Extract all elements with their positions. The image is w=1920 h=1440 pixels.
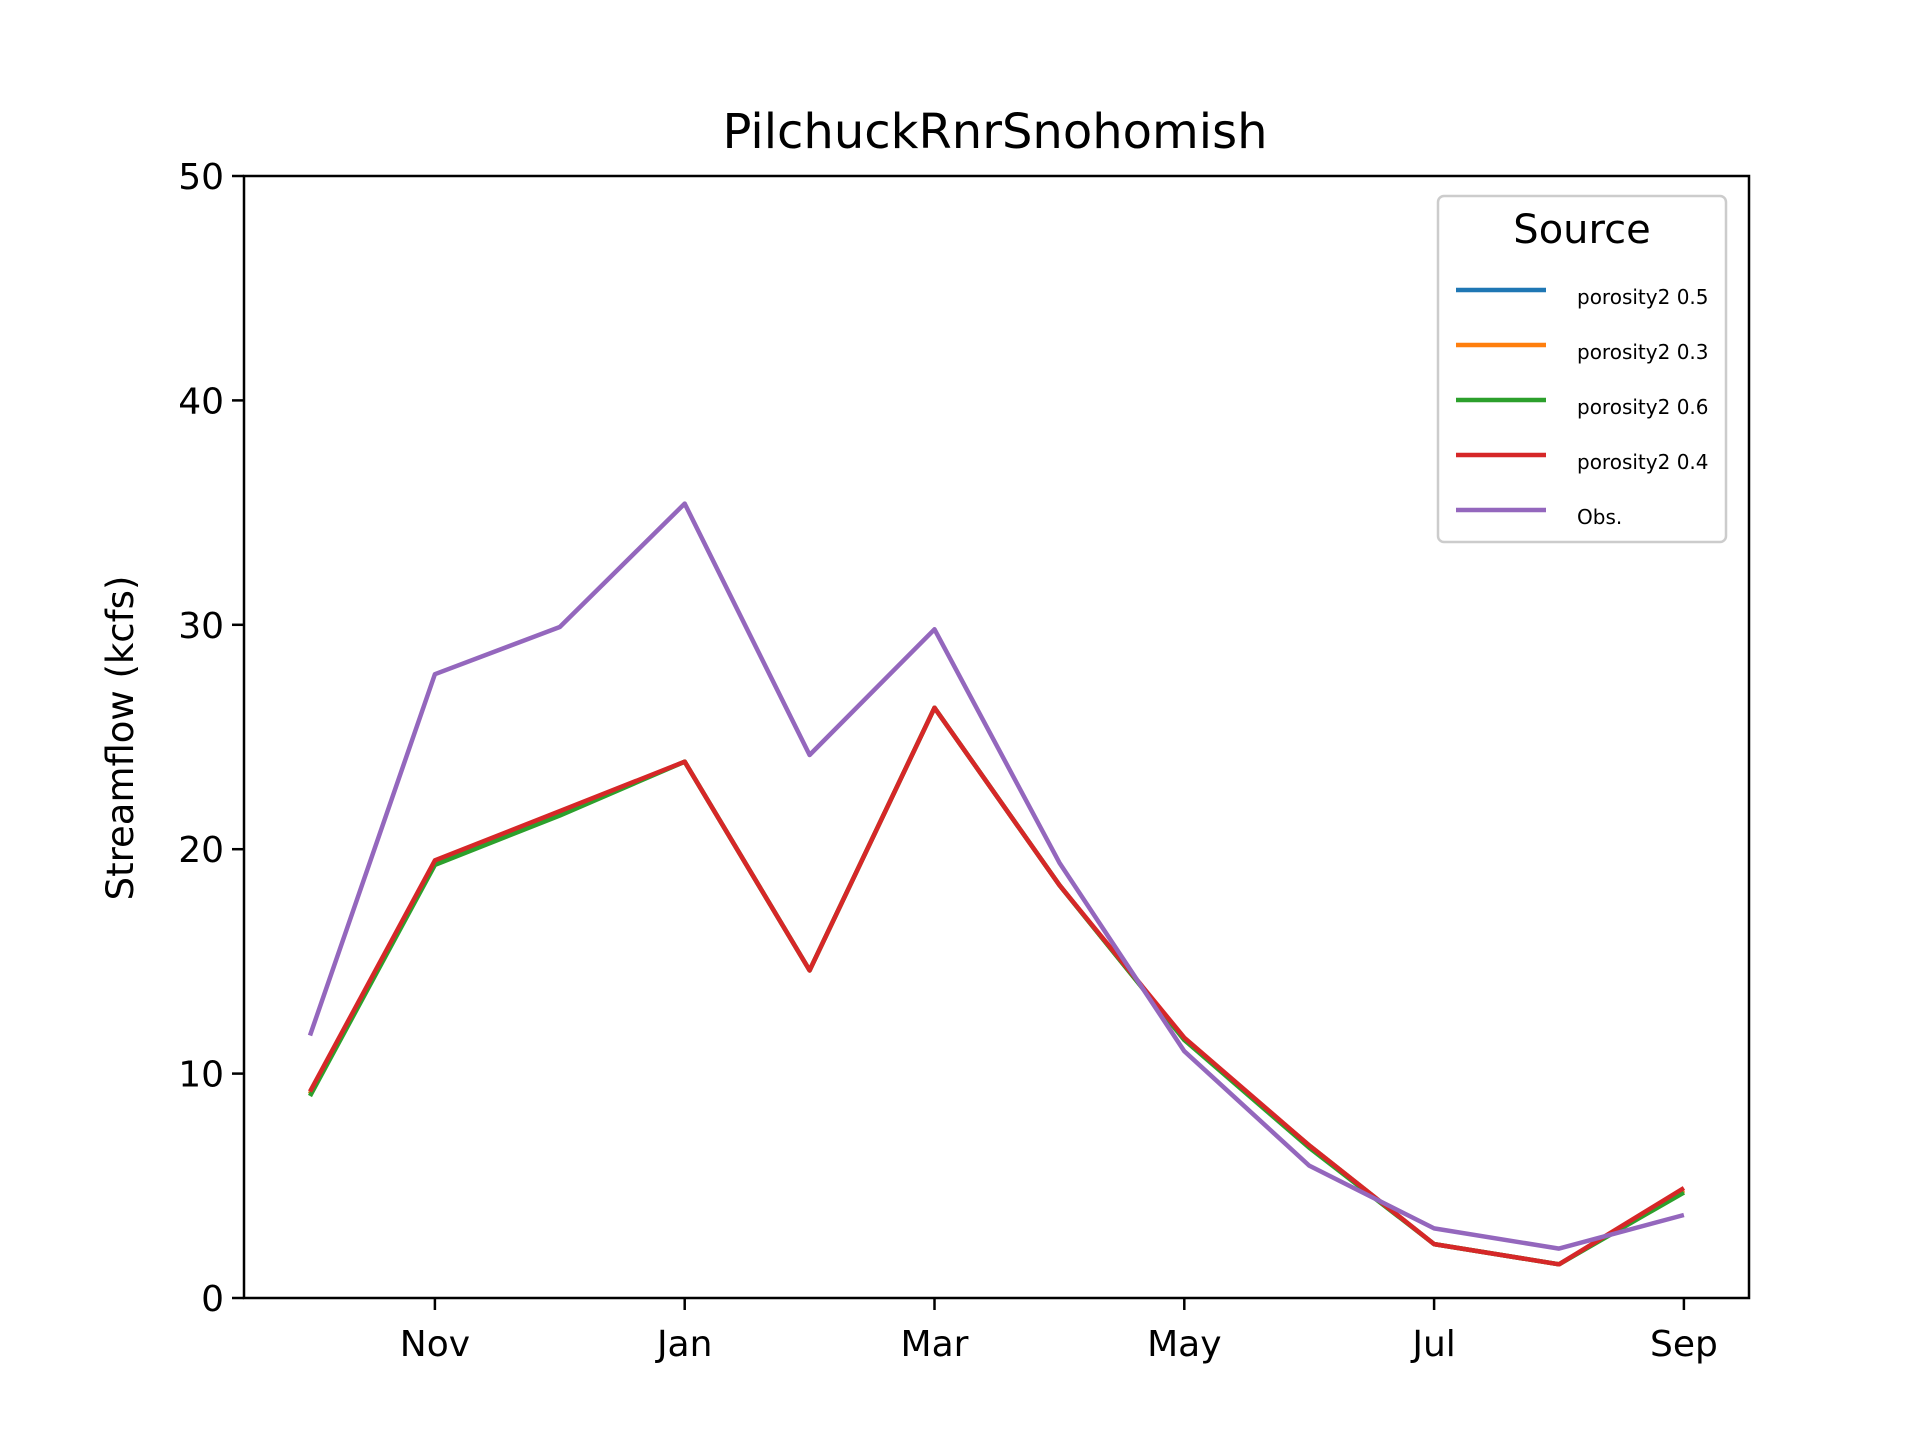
legend-entry-label: porosity2 0.3 (1577, 340, 1709, 364)
chart-title: PilchuckRnrSnohomish (722, 104, 1267, 160)
y-tick-label: 0 (201, 1279, 224, 1320)
legend-entry-label: porosity2 0.5 (1577, 285, 1709, 309)
x-tick-label: May (1147, 1324, 1221, 1365)
x-tick-label: Mar (901, 1324, 969, 1365)
legend-title: Source (1513, 207, 1650, 253)
x-tick-label: Sep (1650, 1324, 1718, 1365)
series-lines (307, 501, 1686, 1267)
y-tick-label: 20 (178, 830, 224, 871)
y-tick-label: 30 (178, 606, 224, 647)
legend-entry-label: porosity2 0.4 (1577, 450, 1709, 474)
x-axis: Nov Jan Mar May Jul Sep (400, 1298, 1718, 1365)
x-tick-label: Jan (655, 1324, 713, 1365)
y-axis-label: Streamflow (kcfs) (99, 576, 142, 901)
plot-area-frame (242, 174, 1751, 1300)
series-line-porosity2-0-6 (308, 705, 1686, 1267)
legend-entry-label: porosity2 0.6 (1577, 395, 1709, 419)
series-line-porosity2-0-5 (308, 705, 1686, 1267)
x-tick-label: Nov (400, 1324, 470, 1365)
series-line-porosity2-0-3 (308, 705, 1686, 1267)
x-tick-label: Jul (1410, 1324, 1455, 1365)
y-tick-label: 40 (178, 381, 224, 422)
legend-entries: porosity2 0.5 porosity2 0.3 porosity2 0.6 p… (1456, 285, 1709, 529)
series-line-porosity2-0-4 (308, 705, 1686, 1267)
y-tick-label: 10 (178, 1055, 224, 1096)
y-tick-label: 50 (178, 157, 224, 198)
series-line-obs (307, 501, 1685, 1251)
legend-entry-label: Obs. (1577, 505, 1622, 529)
y-axis: 0 10 20 30 40 50 (178, 157, 244, 1320)
